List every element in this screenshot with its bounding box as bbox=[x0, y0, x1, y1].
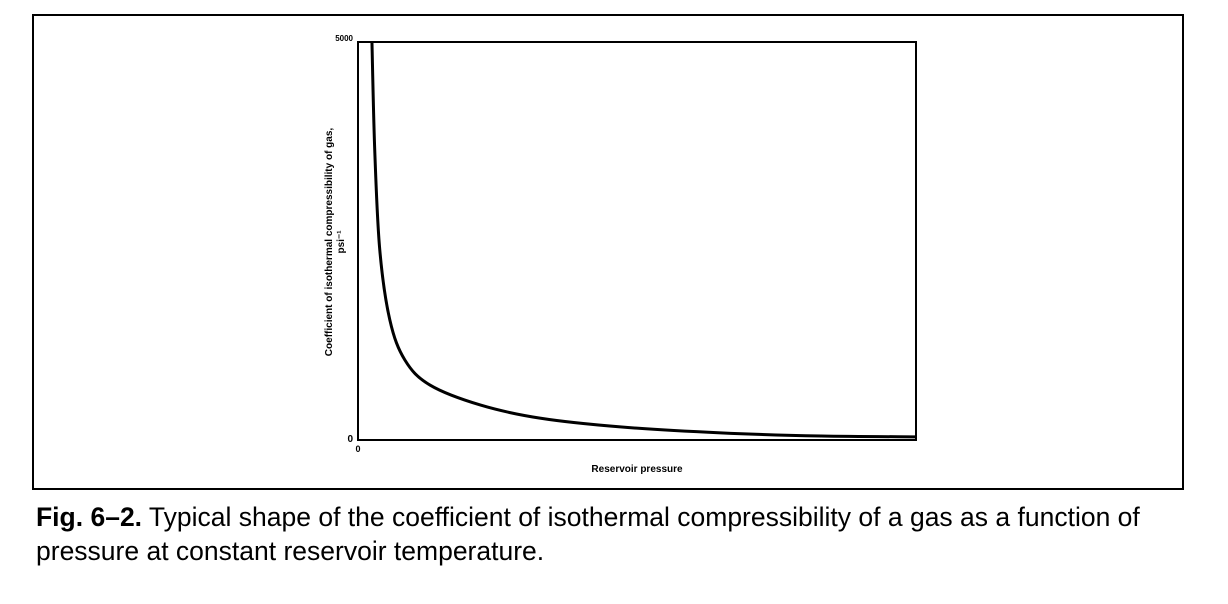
y-axis-label-line1: Coefficient of isothermal compressibilit… bbox=[324, 128, 335, 357]
figure-frame bbox=[32, 14, 1184, 490]
figure-caption: Fig. 6–2. Typical shape of the coefficie… bbox=[36, 500, 1216, 568]
y-tick-label-top: 5000 bbox=[335, 34, 353, 43]
chart: 5000 0 0 Reservoir pressure Coefficient … bbox=[324, 34, 917, 475]
y-tick-label-zero: 0 bbox=[347, 434, 353, 445]
x-axis-label: Reservoir pressure bbox=[591, 464, 683, 475]
y-axis-label-line2: psi⁻¹ bbox=[336, 230, 347, 254]
caption-label: Fig. 6–2. bbox=[36, 502, 143, 532]
plot-area-border bbox=[357, 41, 917, 441]
x-tick-label-zero: 0 bbox=[355, 444, 360, 454]
caption-text: Typical shape of the coefficient of isot… bbox=[36, 502, 1140, 566]
compressibility-curve bbox=[370, 41, 917, 439]
